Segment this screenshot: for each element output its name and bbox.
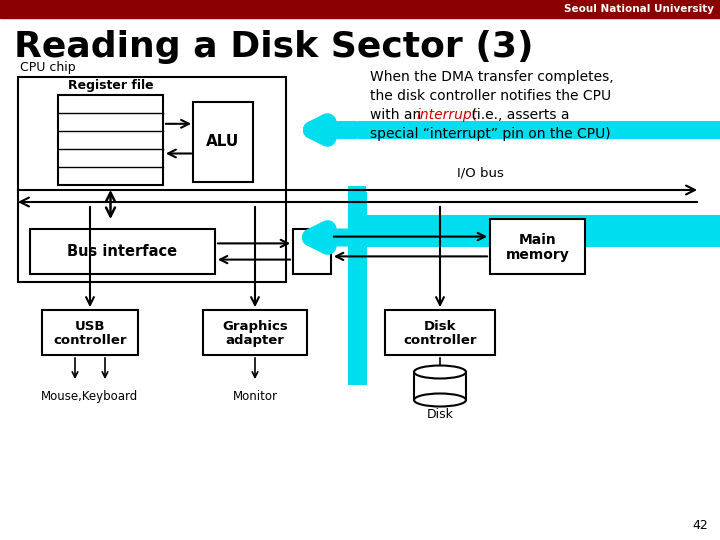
Text: controller: controller <box>403 334 477 347</box>
Text: When the DMA transfer completes,: When the DMA transfer completes, <box>370 70 613 84</box>
Text: I/O bus: I/O bus <box>456 167 503 180</box>
Text: interrupt: interrupt <box>417 108 478 122</box>
Text: Mouse,Keyboard: Mouse,Keyboard <box>41 390 139 403</box>
Text: Seoul National University: Seoul National University <box>564 4 714 14</box>
Text: Register file: Register file <box>68 79 153 92</box>
Bar <box>385 310 495 355</box>
Text: CPU chip: CPU chip <box>20 61 76 74</box>
Ellipse shape <box>414 394 466 407</box>
Bar <box>30 229 215 274</box>
Bar <box>414 372 466 400</box>
Text: adapter: adapter <box>225 334 284 347</box>
Bar <box>0 0 720 18</box>
Text: Disk: Disk <box>424 320 456 333</box>
Text: controller: controller <box>53 334 127 347</box>
Ellipse shape <box>414 366 466 379</box>
Bar <box>293 229 331 274</box>
Text: Graphics: Graphics <box>222 320 288 333</box>
Text: 42: 42 <box>692 519 708 532</box>
Bar <box>42 310 138 355</box>
Text: with an: with an <box>370 108 426 122</box>
Text: Main: Main <box>518 233 557 246</box>
Text: (i.e., asserts a: (i.e., asserts a <box>467 108 570 122</box>
Text: Disk: Disk <box>426 408 454 421</box>
Text: the disk controller notifies the CPU: the disk controller notifies the CPU <box>370 89 611 103</box>
Text: ALU: ALU <box>207 134 240 150</box>
Bar <box>490 219 585 274</box>
Bar <box>193 102 253 182</box>
Text: Reading a Disk Sector (3): Reading a Disk Sector (3) <box>14 30 534 64</box>
Text: memory: memory <box>505 247 570 261</box>
Text: Bus interface: Bus interface <box>68 244 178 259</box>
Text: USB: USB <box>75 320 105 333</box>
Text: Monitor: Monitor <box>233 390 277 403</box>
Bar <box>18 77 286 282</box>
Bar <box>203 310 307 355</box>
Text: special “interrupt” pin on the CPU): special “interrupt” pin on the CPU) <box>370 127 611 141</box>
Bar <box>58 95 163 185</box>
